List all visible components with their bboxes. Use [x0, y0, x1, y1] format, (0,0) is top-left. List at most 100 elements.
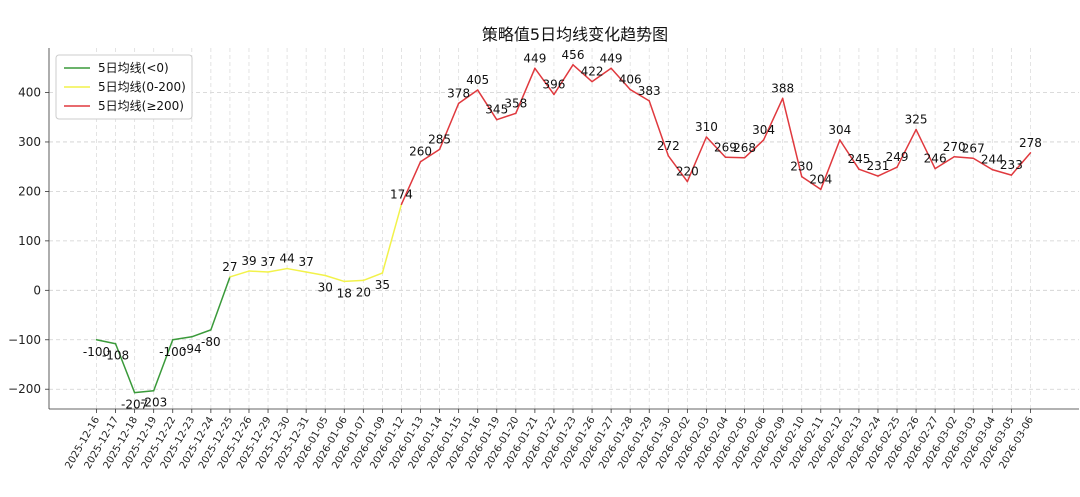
data-label: -203: [140, 396, 167, 410]
data-label: 249: [886, 150, 909, 164]
grid: [49, 48, 1079, 409]
data-label: -100: [159, 345, 186, 359]
line-segment: [991, 168, 1013, 176]
line-segment: [591, 67, 612, 83]
data-label: -108: [102, 349, 129, 363]
y-tick-label: 300: [18, 135, 41, 149]
data-label: 422: [581, 65, 604, 79]
line-segment: [800, 175, 822, 191]
data-label: 260: [409, 145, 432, 159]
line-segment: [381, 203, 403, 274]
line-segment: [152, 339, 174, 392]
line-segment: [286, 267, 307, 273]
data-label: 406: [619, 73, 642, 87]
line-segment: [743, 139, 765, 159]
line-segment: [1010, 152, 1032, 176]
data-label: 270: [943, 140, 966, 154]
line-segment: [267, 267, 288, 273]
data-label: 378: [447, 86, 470, 100]
data-label: 269: [714, 140, 737, 154]
line-segment: [953, 156, 975, 160]
line-segment: [171, 336, 193, 341]
data-label: 37: [299, 255, 314, 269]
line-segment: [114, 342, 136, 394]
data-label: 405: [466, 73, 489, 87]
line-segment: [667, 155, 689, 183]
y-tick-label: −200: [8, 382, 41, 396]
line-segment: [820, 139, 841, 191]
line-segment: [534, 67, 555, 96]
data-label: 35: [375, 278, 390, 292]
line-segment: [629, 88, 650, 102]
line-segment: [877, 166, 898, 177]
line-segment: [610, 67, 631, 91]
line-segment: [705, 136, 727, 159]
data-label: 310: [695, 120, 718, 134]
data-label: 345: [485, 103, 508, 117]
data-label: 396: [542, 77, 565, 91]
line-segment: [858, 168, 879, 177]
legend: 5日均线(<0) 5日均线(0-200) 5日均线(≥200): [55, 54, 193, 120]
data-label: 456: [562, 48, 585, 62]
data-label: -80: [201, 335, 221, 349]
line-segment: [476, 89, 498, 121]
line-segment: [839, 139, 860, 170]
data-label: 37: [260, 255, 275, 269]
data-label: 174: [390, 187, 413, 201]
data-label: 20: [356, 285, 371, 299]
data-label: 44: [279, 252, 294, 266]
data-label: 268: [733, 141, 756, 155]
data-label: 325: [905, 113, 928, 127]
data-label: 449: [523, 51, 546, 65]
data-label: 18: [337, 286, 352, 300]
data-label: 231: [867, 159, 890, 173]
line-segment: [343, 279, 365, 283]
line-segment: [419, 148, 441, 163]
line-segment: [496, 112, 517, 121]
line-segment: [362, 272, 384, 282]
y-tick-label: 100: [18, 234, 41, 248]
data-label: 285: [428, 132, 451, 146]
line-segment: [515, 67, 536, 115]
line-segment: [438, 102, 460, 151]
line-segment: [305, 271, 326, 277]
line-segment: [762, 97, 784, 141]
line-segment: [572, 64, 593, 83]
data-label: -100: [83, 345, 110, 359]
data-label: 244: [981, 153, 1004, 167]
line-segment: [781, 97, 803, 178]
line-segment: [934, 156, 955, 170]
line-segment: [191, 329, 212, 338]
data-label: 220: [676, 165, 699, 179]
line-segment: [896, 128, 917, 168]
line-segment: [648, 100, 670, 157]
legend-label: 5日均线(≥200): [98, 99, 184, 113]
data-label: 388: [771, 81, 794, 95]
data-label: 358: [504, 96, 527, 110]
line-segment: [324, 274, 346, 283]
line-segment: [248, 270, 269, 273]
data-label: 383: [638, 84, 661, 98]
data-label: 278: [1019, 136, 1042, 150]
legend-label: 5日均线(0-200): [98, 80, 186, 94]
data-label: 246: [924, 152, 947, 166]
data-label: 204: [809, 172, 832, 186]
y-tick-label: 200: [18, 184, 41, 198]
data-label: 30: [318, 280, 333, 294]
data-label: 449: [600, 51, 623, 65]
line-segment: [400, 160, 422, 206]
legend-box: [55, 54, 193, 120]
data-label: 304: [828, 123, 851, 137]
series-lines: [95, 64, 1032, 394]
chart-title: 策略值5日均线变化趋势图: [482, 25, 668, 44]
line-segment: [95, 339, 117, 345]
y-tick-label: 0: [33, 283, 41, 297]
line-segment: [915, 128, 936, 170]
data-label: -207: [121, 398, 148, 412]
y-tick-label: 400: [18, 86, 41, 100]
line-segment: [133, 389, 155, 394]
line-segment: [553, 64, 574, 96]
data-label: -94: [182, 342, 202, 356]
data-label: 39: [241, 254, 256, 268]
